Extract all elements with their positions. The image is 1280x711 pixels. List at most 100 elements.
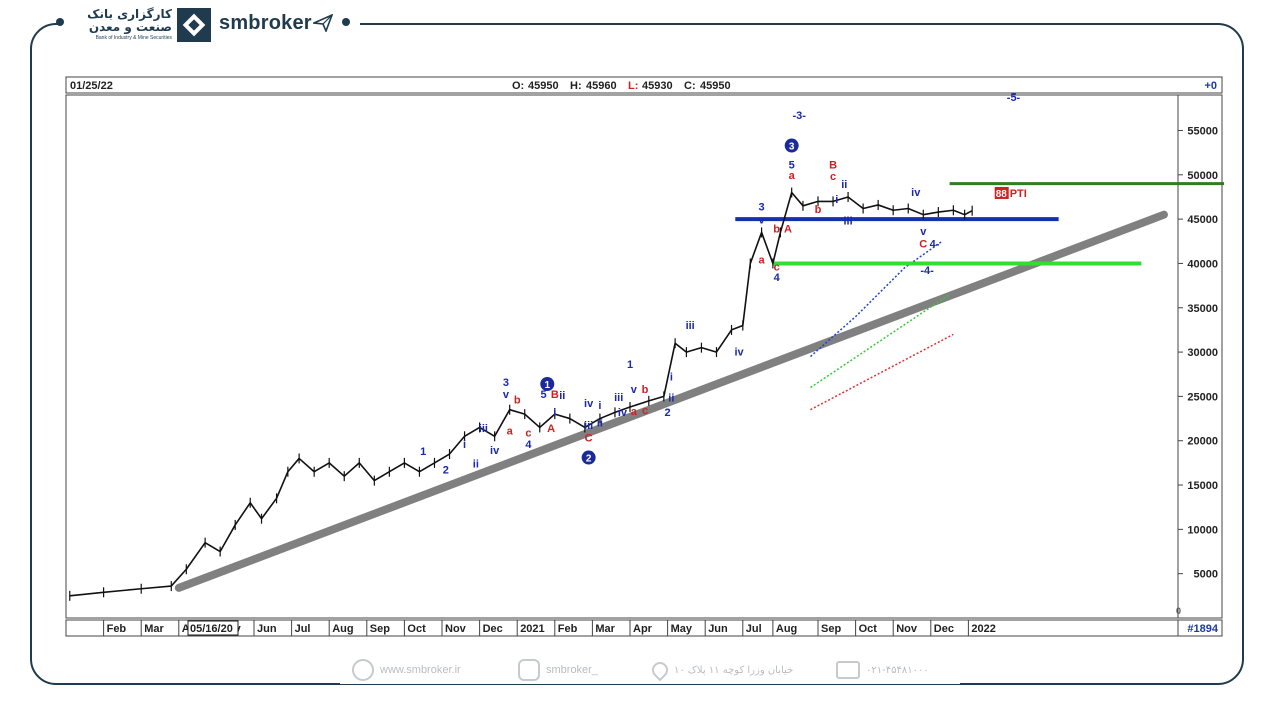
wave-label-53: -4- — [920, 265, 934, 277]
wave-label-16: A — [547, 423, 555, 435]
wave-label-37: a — [759, 254, 766, 266]
footer-instagram[interactable]: smbroker_ — [518, 656, 598, 684]
channel-lines — [809, 240, 954, 411]
header-close-value: 45950 — [700, 80, 731, 92]
wave-label-10: c — [525, 427, 531, 439]
wave-label-39: 4 — [774, 272, 781, 284]
footer-address: خیابان وزرا کوچه ۱۱ پلاک ۱۰ — [648, 656, 793, 684]
x-tick-label-14: Apr — [633, 623, 653, 635]
wave-label-28: 1 — [627, 359, 633, 371]
wave-label-26: a — [631, 406, 638, 418]
frame-dot-right — [342, 18, 350, 26]
wave-label-49: iv — [911, 187, 921, 199]
wave-label-2: i — [463, 439, 466, 451]
x-tick-label-10: Dec — [483, 623, 503, 635]
company-name-en: Bank of Industry & Mine Securities — [95, 35, 172, 41]
circle-label-bg-0 — [540, 376, 555, 391]
wave-label-32: iii — [686, 320, 695, 332]
wave-label-23: iv — [618, 407, 628, 419]
blue-dotted-line — [809, 240, 943, 358]
y-tick-label-8: 45000 — [1187, 214, 1218, 226]
wave-label-1: 2 — [443, 465, 449, 477]
wave-label-12: 5 — [540, 389, 546, 401]
header-bar — [65, 76, 1223, 94]
y-tick-label-6: 35000 — [1187, 303, 1218, 315]
wave-label-6: 3 — [503, 377, 509, 389]
outer-frame — [30, 23, 1244, 685]
x-tick-label-15: May — [671, 623, 693, 635]
x-tick-label-7: Sep — [370, 623, 390, 635]
pti-box — [994, 186, 1009, 199]
y-tick-label-7: 40000 — [1187, 258, 1218, 270]
wave-label-25: b — [642, 384, 649, 396]
footer: www.smbroker.ir smbroker_ خیابان وزرا کو… — [340, 656, 960, 684]
wave-label-14: ii — [559, 390, 565, 402]
header-high-value: 45960 — [586, 80, 617, 92]
x-tick-label-19: Sep — [821, 623, 841, 635]
circle-label-bg-1 — [581, 450, 596, 465]
wave-label-27: c — [642, 405, 648, 417]
wave-label-30: i — [670, 371, 673, 383]
chart-area[interactable]: 01/25/22 O: 45950 H: 45960 L: 45930 C: 4… — [62, 74, 1251, 639]
wave-label-24: v — [631, 384, 638, 396]
plot-frame — [65, 94, 1179, 619]
x-tick-label-13: Mar — [595, 623, 615, 635]
circle-label-0: 1 — [544, 380, 550, 391]
location-pin-icon — [648, 658, 672, 682]
wave-label-5: iv — [490, 445, 500, 457]
pti-label: PTI — [1010, 188, 1027, 200]
wave-label-3: ii — [473, 458, 479, 470]
trendline-group — [174, 210, 1168, 592]
wave-label-43: B — [829, 160, 837, 172]
x-tick-label-11: 2021 — [520, 623, 544, 635]
circle-label-2: 3 — [789, 142, 795, 153]
footer-website[interactable]: www.smbroker.ir — [352, 656, 461, 684]
company-logo: کارگزاری بانک صنعت و معدن Bank of Indust… — [80, 8, 230, 46]
y-tick-label-1: 10000 — [1187, 524, 1218, 536]
wave-label-34: 3 — [759, 201, 765, 213]
y-axis: 5000 10000 15000 20000 25000 30000 35000 40000 4… — [1178, 125, 1218, 581]
paper-plane-icon — [313, 14, 333, 32]
wave-label-0: 1 — [420, 446, 426, 458]
x-tick-label-20: Oct — [859, 623, 878, 635]
wave-label-47: b — [815, 204, 822, 216]
x-tick-label-22: Dec — [934, 623, 954, 635]
x-tick-label-23: 2022 — [971, 623, 995, 635]
wave-label-41: 5 — [789, 160, 795, 172]
wave-label-50: v — [920, 226, 927, 238]
wave-label-33: iv — [734, 347, 744, 359]
header-high-label: H: — [570, 80, 582, 92]
y-tick-label-5: 30000 — [1187, 347, 1218, 359]
wave-label-35: v — [759, 215, 766, 227]
price-chart[interactable]: 01/25/22 O: 45950 H: 45960 L: 45930 C: 4… — [62, 74, 1251, 639]
header-date: 01/25/22 — [70, 80, 113, 92]
wave-label-42: a — [789, 170, 796, 182]
price-series — [69, 187, 973, 601]
logo-mark-icon — [177, 8, 211, 42]
y-axis-zero: 0 — [1176, 606, 1181, 616]
pti-badge: 88 PTI — [994, 186, 1027, 200]
wave-label-11: 4 — [525, 439, 532, 451]
wave-label-55: -5- — [1007, 92, 1021, 104]
x-tick-label-5: Jul — [295, 623, 311, 635]
header-low-value: 45930 — [642, 80, 673, 92]
wave-label-40: A — [784, 223, 792, 235]
cursor-date: 05/16/20 — [190, 623, 233, 635]
site-name: smbroker — [219, 12, 312, 34]
x-tick-label-12: Feb — [558, 623, 578, 635]
footer-phone: ۰۲۱-۴۵۴۸۱۰۰۰ — [836, 656, 929, 684]
header-low-label: L: — [628, 80, 638, 92]
wave-label-7: v — [503, 389, 510, 401]
wave-label-36: b — [773, 223, 780, 235]
x-tick-label-0: Feb — [107, 623, 127, 635]
header-close-label: C: — [684, 80, 696, 92]
main-trendline — [174, 210, 1168, 592]
wave-label-51: C — [919, 238, 927, 250]
wave-label-19: iii — [584, 420, 593, 432]
wave-label-46: i — [835, 194, 838, 206]
wave-label-18: i — [598, 400, 601, 412]
wave-label-38: c — [774, 262, 780, 274]
x-tick-label-4: Jun — [257, 623, 277, 635]
wave-label-48: iii — [843, 215, 852, 227]
